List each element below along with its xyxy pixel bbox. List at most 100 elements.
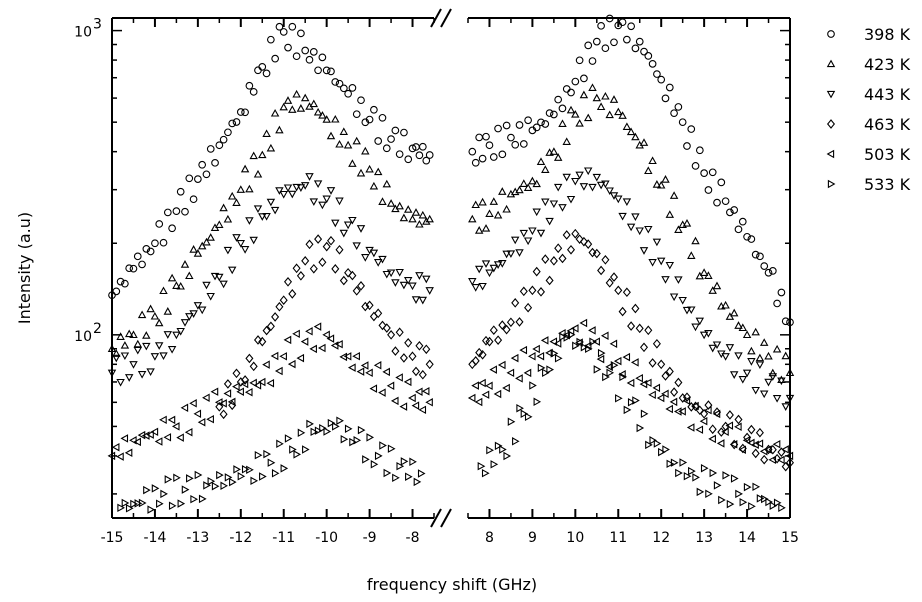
data-point: [536, 351, 545, 361]
data-point: [370, 105, 378, 114]
data-point: [494, 441, 503, 451]
data-point: [606, 368, 615, 378]
data-point: [361, 301, 370, 312]
data-point: [223, 246, 233, 255]
data-point: [592, 37, 601, 46]
data-point: [699, 416, 708, 426]
data-point: [755, 439, 764, 448]
data-point: [575, 119, 584, 127]
data-point: [378, 197, 387, 205]
data-point: [343, 221, 353, 230]
x-tick-label: -9: [363, 530, 377, 546]
data-point: [133, 252, 142, 261]
data-point: [120, 434, 129, 443]
data-point: [254, 450, 263, 460]
data-point: [413, 477, 422, 487]
data-point: [776, 455, 785, 465]
data-point: [785, 394, 795, 403]
data-point: [154, 342, 164, 350]
data-point: [494, 335, 503, 345]
data-point: [755, 353, 765, 362]
data-point: [202, 237, 211, 246]
legend-marker: [826, 59, 836, 68]
data-point: [558, 204, 567, 212]
data-point: [323, 427, 332, 436]
data-point: [738, 376, 748, 384]
data-point: [585, 344, 593, 354]
data-point: [506, 250, 516, 258]
data-point: [506, 317, 515, 328]
data-point: [399, 402, 408, 411]
data-point: [232, 198, 241, 206]
data-point: [678, 118, 687, 127]
data-point: [318, 53, 327, 62]
data-point: [692, 473, 700, 482]
data-point: [211, 481, 220, 491]
data-point: [404, 155, 413, 164]
data-point: [302, 445, 310, 454]
data-point: [322, 241, 331, 252]
data-point: [411, 208, 421, 216]
data-point: [722, 471, 731, 480]
data-point: [390, 396, 399, 406]
data-point: [335, 339, 343, 349]
data-point: [322, 115, 331, 123]
data-point: [614, 195, 623, 204]
data-point: [537, 118, 545, 127]
data-point: [649, 436, 658, 445]
data-point: [662, 445, 670, 454]
data-point: [622, 287, 631, 298]
data-point: [284, 43, 292, 52]
data-point: [142, 342, 151, 351]
data-point: [705, 489, 713, 499]
data-point: [313, 322, 322, 331]
data-point: [185, 271, 194, 280]
legend-marker: [826, 149, 835, 159]
data-point: [785, 457, 795, 468]
data-point: [263, 449, 272, 459]
x-tick-label: -8: [406, 530, 420, 546]
data-point: [223, 379, 232, 389]
data-point: [361, 254, 370, 262]
legend-label: 443 K: [864, 85, 911, 104]
data-point: [327, 418, 336, 428]
data-point: [700, 169, 708, 177]
data-point: [503, 451, 512, 461]
data-point: [353, 436, 362, 445]
data-point: [545, 275, 554, 286]
data-point: [172, 281, 181, 289]
data-point: [665, 261, 675, 270]
data-point: [258, 213, 267, 221]
data-point: [592, 173, 602, 182]
data-point: [524, 412, 533, 422]
data-point: [399, 353, 408, 363]
data-point: [173, 473, 181, 483]
data-point: [365, 115, 374, 124]
data-point: [331, 114, 340, 123]
data-point: [493, 389, 502, 399]
data-point: [112, 287, 121, 296]
data-point: [537, 363, 546, 373]
data-point: [288, 105, 297, 113]
data-point: [356, 168, 366, 177]
data-point: [708, 286, 717, 294]
data-point: [232, 368, 241, 379]
data-point: [704, 330, 713, 338]
data-point: [417, 469, 426, 478]
data-point: [661, 175, 670, 183]
data-point: [550, 349, 559, 358]
data-point: [502, 383, 510, 393]
data-point: [418, 210, 428, 219]
data-point: [112, 354, 121, 363]
data-point: [708, 434, 716, 444]
legend-label: 503 K: [864, 145, 911, 164]
data-point: [583, 113, 593, 122]
data-point: [644, 52, 653, 60]
data-point: [652, 238, 662, 247]
data-point: [619, 372, 628, 382]
data-point: [686, 423, 695, 432]
data-point: [579, 236, 588, 247]
data-point: [156, 499, 164, 508]
series-443-k: [107, 167, 795, 411]
